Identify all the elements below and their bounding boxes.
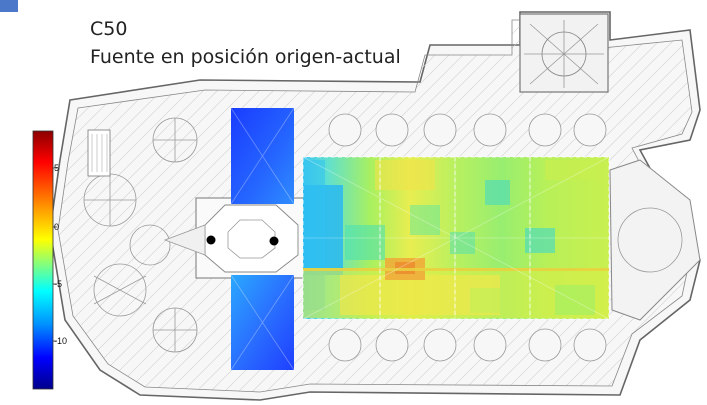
heatmap-transept-south bbox=[231, 275, 294, 370]
colorbar-tick-label: -10 bbox=[54, 336, 68, 346]
source-marker bbox=[206, 235, 216, 245]
map-subtitle: Fuente en posición origen-actual bbox=[90, 46, 401, 68]
heatmap-nave bbox=[303, 157, 609, 319]
colorbar bbox=[32, 130, 54, 390]
colorbar-tick-label: 0 bbox=[54, 222, 60, 232]
corner-tab bbox=[0, 0, 18, 12]
heatmap-transept-north bbox=[231, 108, 294, 204]
map-title: C50 bbox=[90, 18, 128, 40]
receiver-marker bbox=[269, 236, 279, 246]
colorbar-tick-label: -5 bbox=[54, 279, 63, 289]
colorbar-tick-label: 5 bbox=[54, 163, 60, 173]
